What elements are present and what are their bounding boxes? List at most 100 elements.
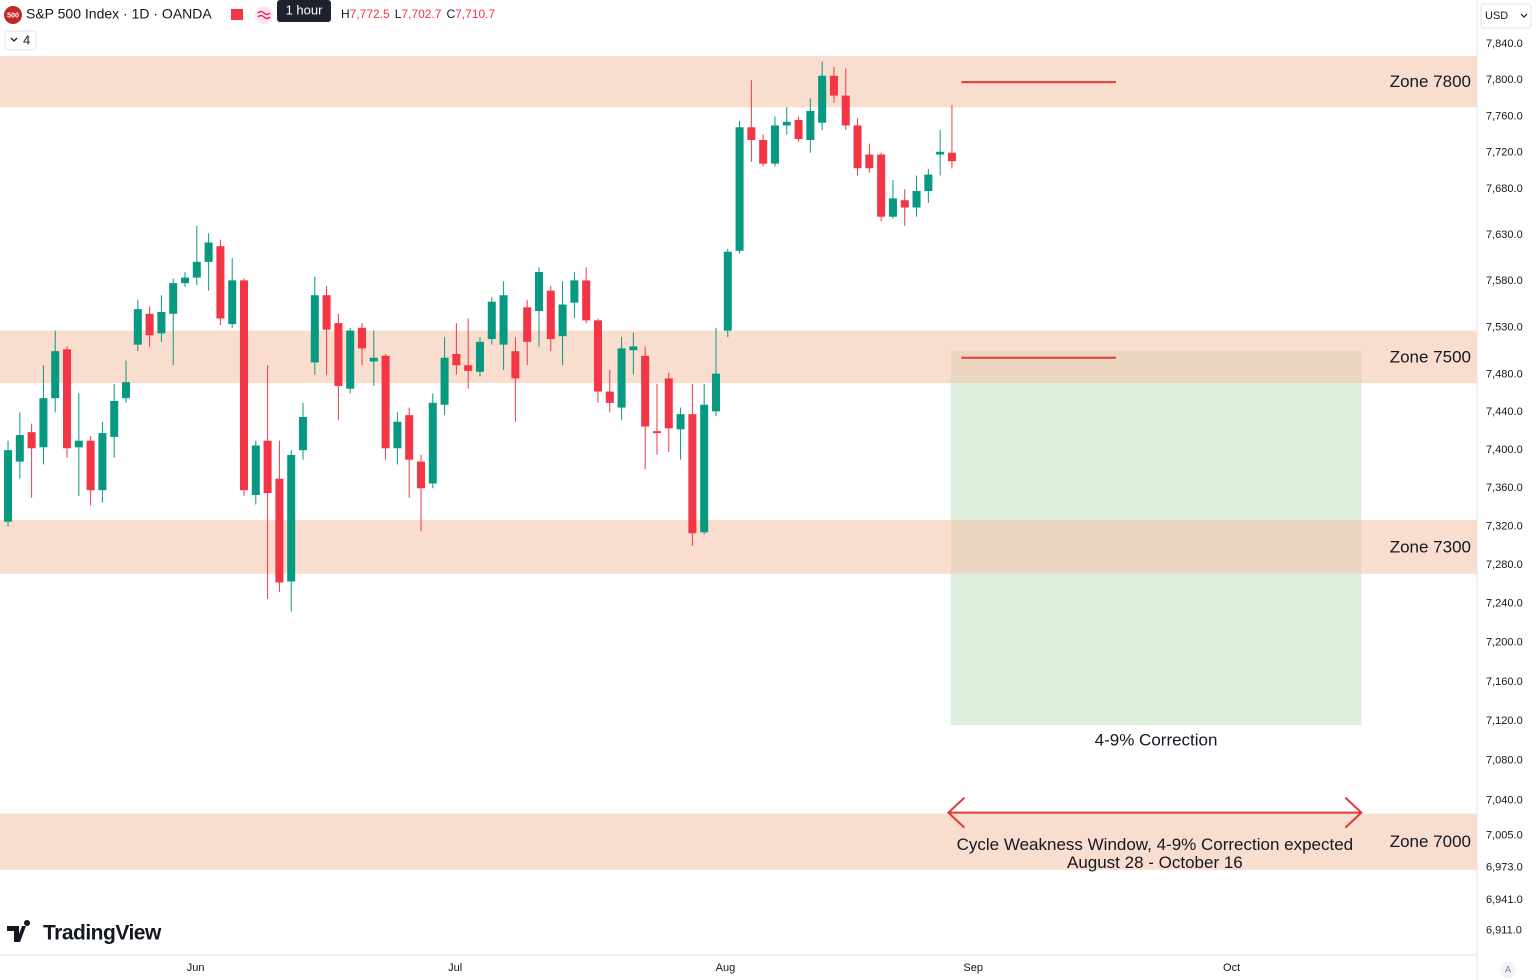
indicator-toggle[interactable] xyxy=(4,30,37,51)
compare-icon[interactable] xyxy=(255,6,273,24)
flag-icon[interactable] xyxy=(231,9,243,20)
brand-logo xyxy=(7,920,31,942)
candle-body xyxy=(570,280,579,303)
brand-name[interactable]: TradingView xyxy=(43,922,162,945)
candle-body xyxy=(700,404,709,533)
scale-mode-button[interactable] xyxy=(1500,962,1516,978)
candle-body xyxy=(63,349,72,449)
candle-body xyxy=(546,290,555,340)
candle-body xyxy=(39,398,48,448)
y-tick-label: 6,941.0 xyxy=(1486,894,1523,906)
candle-body xyxy=(346,330,355,389)
candle-body xyxy=(51,351,60,399)
compare-glyph xyxy=(257,10,271,20)
background-layer: 4-9% Correction xyxy=(0,55,1477,870)
y-tick-label: 7,630.0 xyxy=(1486,229,1523,241)
y-tick-label: 7,280.0 xyxy=(1486,559,1523,571)
candle-body xyxy=(310,295,319,363)
symbol-title[interactable]: S&P 500 Index · 1D · OANDA xyxy=(26,6,212,22)
ohlc-key: H xyxy=(341,7,350,21)
candle-body xyxy=(440,357,449,405)
candle-body xyxy=(511,351,520,379)
candle-body xyxy=(912,191,921,208)
candle-body xyxy=(664,378,673,429)
candle-body xyxy=(735,127,744,251)
candle-body xyxy=(228,280,237,325)
symbol-badge xyxy=(4,6,22,24)
ohlc-value: 7,702.7 xyxy=(401,7,441,21)
x-tick-label: Sep xyxy=(963,962,983,974)
candle-body xyxy=(936,151,945,155)
candle-body xyxy=(499,295,508,345)
marks-layer: Cycle Weakness Window, 4-9% Correction e… xyxy=(4,61,1363,872)
ohlc-value: 7,710.7 xyxy=(455,7,495,21)
candle-body xyxy=(464,365,473,371)
candle-body xyxy=(487,301,496,340)
candle-body xyxy=(192,261,201,278)
window-dates: August 28 - October 16 xyxy=(1067,853,1243,872)
candle-body xyxy=(145,313,154,336)
y-tick-label: 7,720.0 xyxy=(1486,147,1523,159)
candle-body xyxy=(747,127,756,140)
scale-mode: A xyxy=(1505,964,1511,974)
candle-body xyxy=(794,120,803,140)
zone xyxy=(0,55,1477,108)
y-tick-label: 7,840.0 xyxy=(1486,38,1523,50)
candle-body xyxy=(865,154,874,169)
candle-body xyxy=(534,272,543,312)
chevron xyxy=(10,37,18,42)
y-tick-label: 6,973.0 xyxy=(1486,862,1523,874)
candle-body xyxy=(122,382,131,399)
candle-body xyxy=(4,450,13,522)
ohlc-value: 7,772.5 xyxy=(350,7,390,21)
candle-body xyxy=(405,415,414,460)
currency-button[interactable] xyxy=(1480,3,1532,29)
y-tick-label: 7,680.0 xyxy=(1486,183,1523,195)
window-label: Cycle Weakness Window, 4-9% Correction e… xyxy=(957,835,1354,854)
y-tick-label: 7,005.0 xyxy=(1486,830,1523,842)
candle-body xyxy=(652,431,661,434)
x-tick-label: Oct xyxy=(1223,962,1240,974)
candle-body xyxy=(605,391,614,403)
y-tick-label: 7,400.0 xyxy=(1486,444,1523,456)
candle-body xyxy=(239,280,249,491)
candle-body xyxy=(676,414,685,430)
candle-body xyxy=(877,154,886,217)
y-tick-label: 7,080.0 xyxy=(1486,755,1523,767)
candle-body xyxy=(416,461,426,489)
candle-body xyxy=(947,152,956,162)
y-tick-label: 7,200.0 xyxy=(1486,637,1523,649)
candle-body xyxy=(924,174,933,192)
candle-body xyxy=(74,440,83,448)
candle-body xyxy=(475,341,484,372)
candle-body xyxy=(723,251,732,331)
ohlc-key: L xyxy=(395,7,402,21)
x-tick-label: Aug xyxy=(716,962,736,974)
x-tick-label: Jul xyxy=(448,962,462,974)
candle-body xyxy=(98,433,107,491)
indicator-count: 4 xyxy=(23,32,30,47)
candle-body xyxy=(133,309,142,345)
candle-body xyxy=(853,125,862,169)
y-tick-label: 7,360.0 xyxy=(1486,482,1523,494)
candle-body xyxy=(711,373,720,412)
candle-body xyxy=(287,454,296,582)
candle-body xyxy=(180,277,190,284)
candle-body xyxy=(428,402,437,484)
candle-body xyxy=(829,75,838,96)
candle-body xyxy=(629,346,638,351)
candle-body xyxy=(157,311,166,334)
y-tick-label: 7,480.0 xyxy=(1486,369,1523,381)
candle-body xyxy=(393,421,402,449)
y-tick-label: 7,120.0 xyxy=(1486,715,1523,727)
y-tick-label: 6,911.0 xyxy=(1486,924,1522,936)
candle-body xyxy=(593,320,602,392)
candle-body xyxy=(452,353,461,366)
tooltip-text: 1 hour xyxy=(286,2,324,17)
zone xyxy=(0,813,1477,870)
candle-body xyxy=(582,280,591,321)
zone-label: Zone 7500 xyxy=(1390,347,1471,366)
candle-body xyxy=(216,246,225,319)
candle-body xyxy=(357,327,367,349)
